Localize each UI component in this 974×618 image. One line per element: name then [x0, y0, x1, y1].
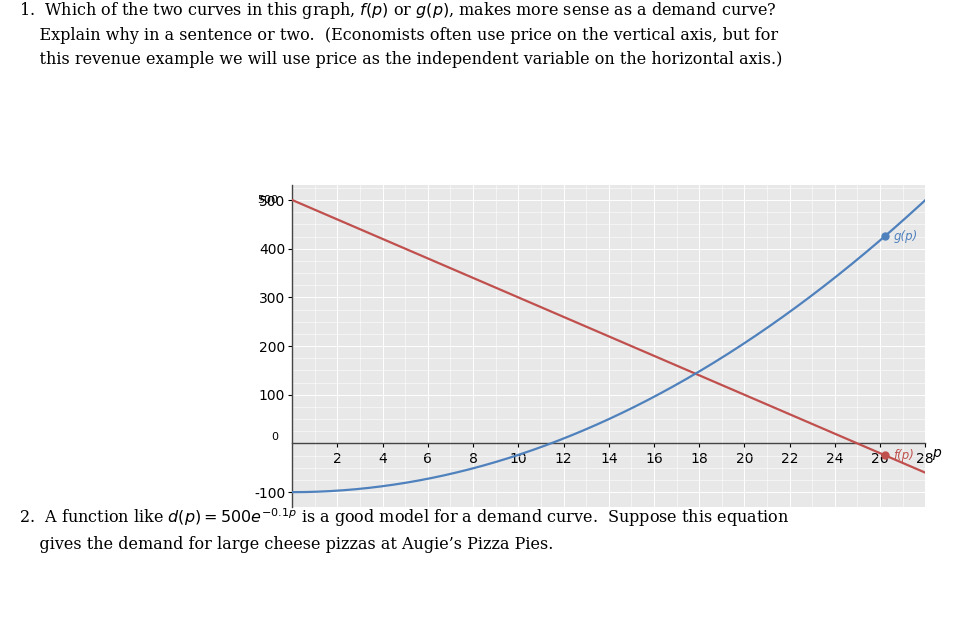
Text: 0: 0: [272, 433, 279, 442]
Text: 500: 500: [258, 195, 279, 205]
Text: 1.  Which of the two curves in this graph, $f(p)$ or $g(p)$, makes more sense as: 1. Which of the two curves in this graph…: [19, 0, 783, 68]
Text: g(p): g(p): [893, 230, 918, 243]
Text: 2.  A function like $d(p) = 500e^{-0.1p}$ is a good model for a demand curve.  S: 2. A function like $d(p) = 500e^{-0.1p}$…: [19, 507, 790, 553]
Text: $p$: $p$: [932, 447, 942, 462]
Text: f(p): f(p): [893, 449, 915, 462]
